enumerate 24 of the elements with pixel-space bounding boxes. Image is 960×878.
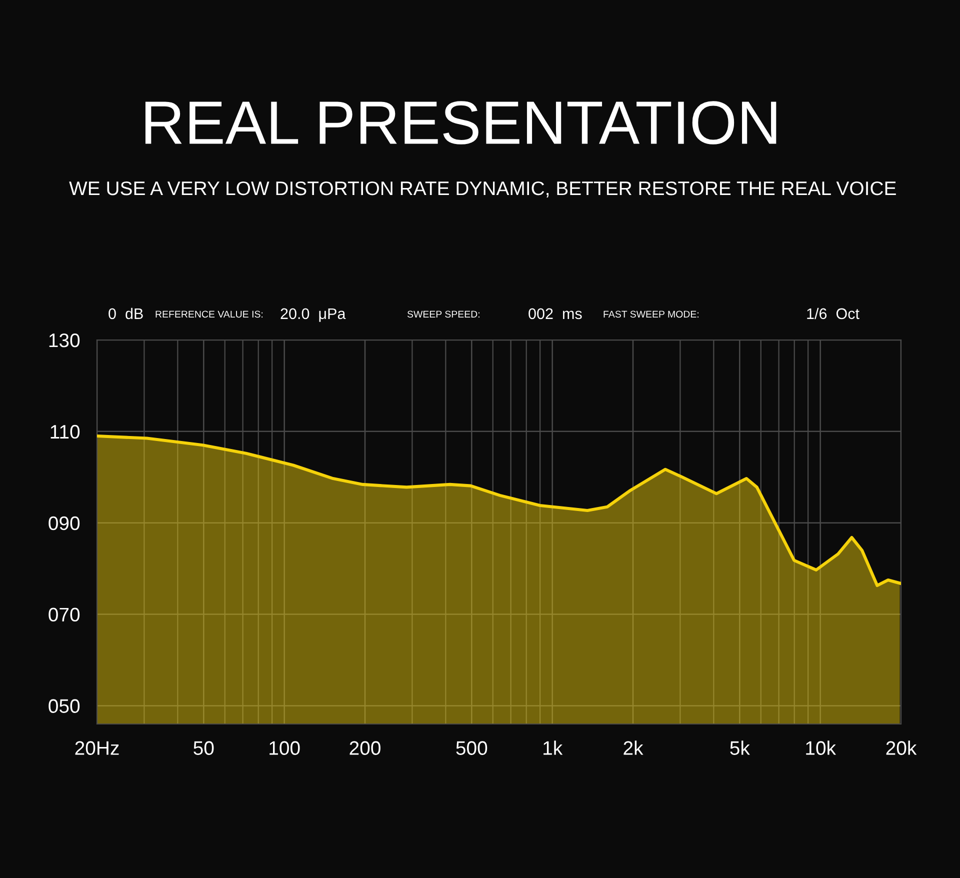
text: 0 dB [108, 308, 143, 320]
x-tick-label: 20k [886, 740, 917, 755]
text: REFERENCE VALUE IS: [156, 310, 263, 318]
x-tick-label: 10k [806, 740, 836, 755]
y-tick-label: 070 [48, 608, 80, 622]
text: 002 ms [528, 308, 582, 320]
x-tick-label: 2k [624, 740, 644, 755]
y-tick-label: 090 [48, 516, 80, 530]
x-tick-label: 5k [730, 740, 750, 755]
text: FAST SWEEP MODE: [604, 310, 698, 318]
text: SWEEP SPEED: [407, 310, 480, 318]
chart-subtitle: WE USE A VERY LOW DISTORTION RATE DYNAMIC, BETTER RESTORE THE REAL VOICE [69, 181, 896, 198]
y-tick-label: 050 [48, 699, 80, 713]
x-tick-label: 200 [350, 741, 380, 755]
x-tick-label: 20Hz [75, 741, 119, 755]
text: 1/6 Oct [807, 308, 860, 320]
text: 20.0 μPa [280, 308, 346, 322]
chart-title: REAL PRESENTATION [145, 101, 776, 144]
y-tick-label: 130 [49, 333, 80, 348]
y-tick-label: 110 [50, 424, 80, 439]
x-tick-label: 50 [194, 741, 214, 755]
x-tick-label: 1k [544, 740, 563, 755]
x-tick-label: 500 [456, 741, 488, 755]
x-tick-label: 100 [270, 741, 300, 755]
